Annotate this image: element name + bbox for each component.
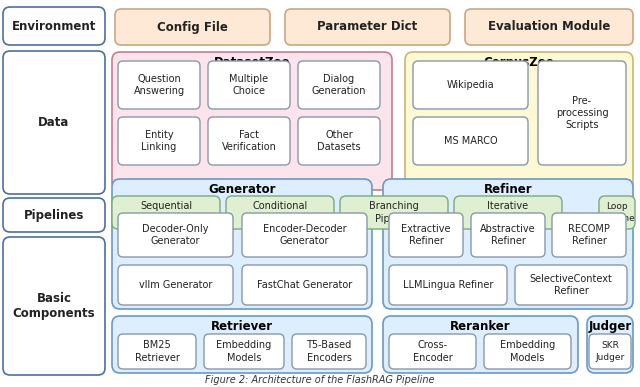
- FancyBboxPatch shape: [118, 213, 233, 257]
- FancyBboxPatch shape: [226, 196, 334, 229]
- FancyBboxPatch shape: [112, 196, 220, 229]
- FancyBboxPatch shape: [340, 196, 448, 229]
- Text: Fact
Verification: Fact Verification: [221, 130, 276, 152]
- Text: Entity
Linking: Entity Linking: [141, 130, 177, 152]
- Text: Pre-
processing
Scripts: Pre- processing Scripts: [556, 96, 608, 130]
- Text: DatasetZoo: DatasetZoo: [214, 56, 291, 69]
- Text: Retriever: Retriever: [211, 320, 273, 333]
- Text: Wikipedia: Wikipedia: [447, 80, 494, 90]
- Text: Conditional
Pipeline: Conditional Pipeline: [252, 201, 308, 224]
- FancyBboxPatch shape: [538, 61, 626, 165]
- FancyBboxPatch shape: [465, 9, 633, 45]
- Text: Other
Datasets: Other Datasets: [317, 130, 361, 152]
- Text: Judger: Judger: [588, 320, 632, 333]
- Text: Embedding
Models: Embedding Models: [216, 340, 271, 363]
- Text: Config File: Config File: [157, 21, 228, 34]
- Text: Multiple
Choice: Multiple Choice: [229, 74, 269, 96]
- FancyBboxPatch shape: [413, 61, 528, 109]
- Text: Extractive
Refiner: Extractive Refiner: [401, 224, 451, 246]
- Text: Generator: Generator: [208, 183, 276, 196]
- Text: Question
Answering: Question Answering: [133, 74, 184, 96]
- FancyBboxPatch shape: [292, 334, 366, 369]
- FancyBboxPatch shape: [298, 61, 380, 109]
- Text: Dialog
Generation: Dialog Generation: [312, 74, 366, 96]
- Text: MS MARCO: MS MARCO: [444, 136, 497, 146]
- FancyBboxPatch shape: [112, 179, 372, 309]
- FancyBboxPatch shape: [204, 334, 284, 369]
- Text: T5-Based
Encoders: T5-Based Encoders: [307, 340, 351, 363]
- Text: Embedding
Models: Embedding Models: [500, 340, 555, 363]
- FancyBboxPatch shape: [454, 196, 562, 229]
- Text: BM25
Retriever: BM25 Retriever: [134, 340, 179, 363]
- Text: SKR
Judger: SKR Judger: [595, 341, 625, 361]
- Text: Sequential
Pipeline: Sequential Pipeline: [140, 201, 192, 224]
- FancyBboxPatch shape: [3, 237, 105, 375]
- FancyBboxPatch shape: [285, 9, 450, 45]
- FancyBboxPatch shape: [112, 316, 372, 373]
- FancyBboxPatch shape: [242, 213, 367, 257]
- FancyBboxPatch shape: [383, 316, 578, 373]
- Text: Abstractive
Refiner: Abstractive Refiner: [480, 224, 536, 246]
- FancyBboxPatch shape: [389, 334, 476, 369]
- FancyBboxPatch shape: [112, 52, 392, 190]
- FancyBboxPatch shape: [208, 117, 290, 165]
- FancyBboxPatch shape: [115, 9, 270, 45]
- FancyBboxPatch shape: [552, 213, 626, 257]
- Text: Cross-
Encoder: Cross- Encoder: [413, 340, 452, 363]
- Text: vllm Generator: vllm Generator: [139, 280, 212, 290]
- Text: Pipelines: Pipelines: [24, 209, 84, 221]
- FancyBboxPatch shape: [471, 213, 545, 257]
- Text: Data: Data: [38, 116, 70, 129]
- Text: CorpusZoo: CorpusZoo: [484, 56, 554, 69]
- Text: Evaluation Module: Evaluation Module: [488, 21, 610, 34]
- FancyBboxPatch shape: [389, 213, 463, 257]
- FancyBboxPatch shape: [3, 7, 105, 45]
- FancyBboxPatch shape: [389, 265, 507, 305]
- FancyBboxPatch shape: [242, 265, 367, 305]
- Text: Figure 2: Architecture of the FlashRAG Pipeline: Figure 2: Architecture of the FlashRAG P…: [205, 375, 435, 385]
- Text: Encoder-Decoder
Generator: Encoder-Decoder Generator: [262, 224, 346, 246]
- FancyBboxPatch shape: [118, 61, 200, 109]
- Text: Loop
Pipeline: Loop Pipeline: [599, 202, 635, 223]
- Text: SelectiveContext
Refiner: SelectiveContext Refiner: [529, 274, 612, 296]
- FancyBboxPatch shape: [298, 117, 380, 165]
- FancyBboxPatch shape: [515, 265, 627, 305]
- FancyBboxPatch shape: [587, 316, 633, 373]
- Text: Environment: Environment: [12, 19, 96, 33]
- Text: . . .: . . .: [572, 206, 592, 219]
- FancyBboxPatch shape: [383, 179, 633, 309]
- FancyBboxPatch shape: [405, 52, 633, 190]
- FancyBboxPatch shape: [208, 61, 290, 109]
- Text: Parameter Dict: Parameter Dict: [317, 21, 418, 34]
- FancyBboxPatch shape: [3, 198, 105, 232]
- FancyBboxPatch shape: [118, 117, 200, 165]
- Text: RECOMP
Refiner: RECOMP Refiner: [568, 224, 610, 246]
- Text: Reranker: Reranker: [450, 320, 511, 333]
- FancyBboxPatch shape: [484, 334, 571, 369]
- Text: Basic
Components: Basic Components: [13, 291, 95, 320]
- FancyBboxPatch shape: [118, 334, 196, 369]
- Text: Iterative
Pipeline: Iterative Pipeline: [488, 201, 529, 224]
- FancyBboxPatch shape: [589, 334, 631, 369]
- Text: FastChat Generator: FastChat Generator: [257, 280, 352, 290]
- Text: LLMLingua Refiner: LLMLingua Refiner: [403, 280, 493, 290]
- FancyBboxPatch shape: [3, 51, 105, 194]
- FancyBboxPatch shape: [118, 265, 233, 305]
- FancyBboxPatch shape: [599, 196, 635, 229]
- FancyBboxPatch shape: [413, 117, 528, 165]
- Text: Decoder-Only
Generator: Decoder-Only Generator: [142, 224, 209, 246]
- Text: Refiner: Refiner: [484, 183, 532, 196]
- Text: Branching
Pipeline: Branching Pipeline: [369, 201, 419, 224]
